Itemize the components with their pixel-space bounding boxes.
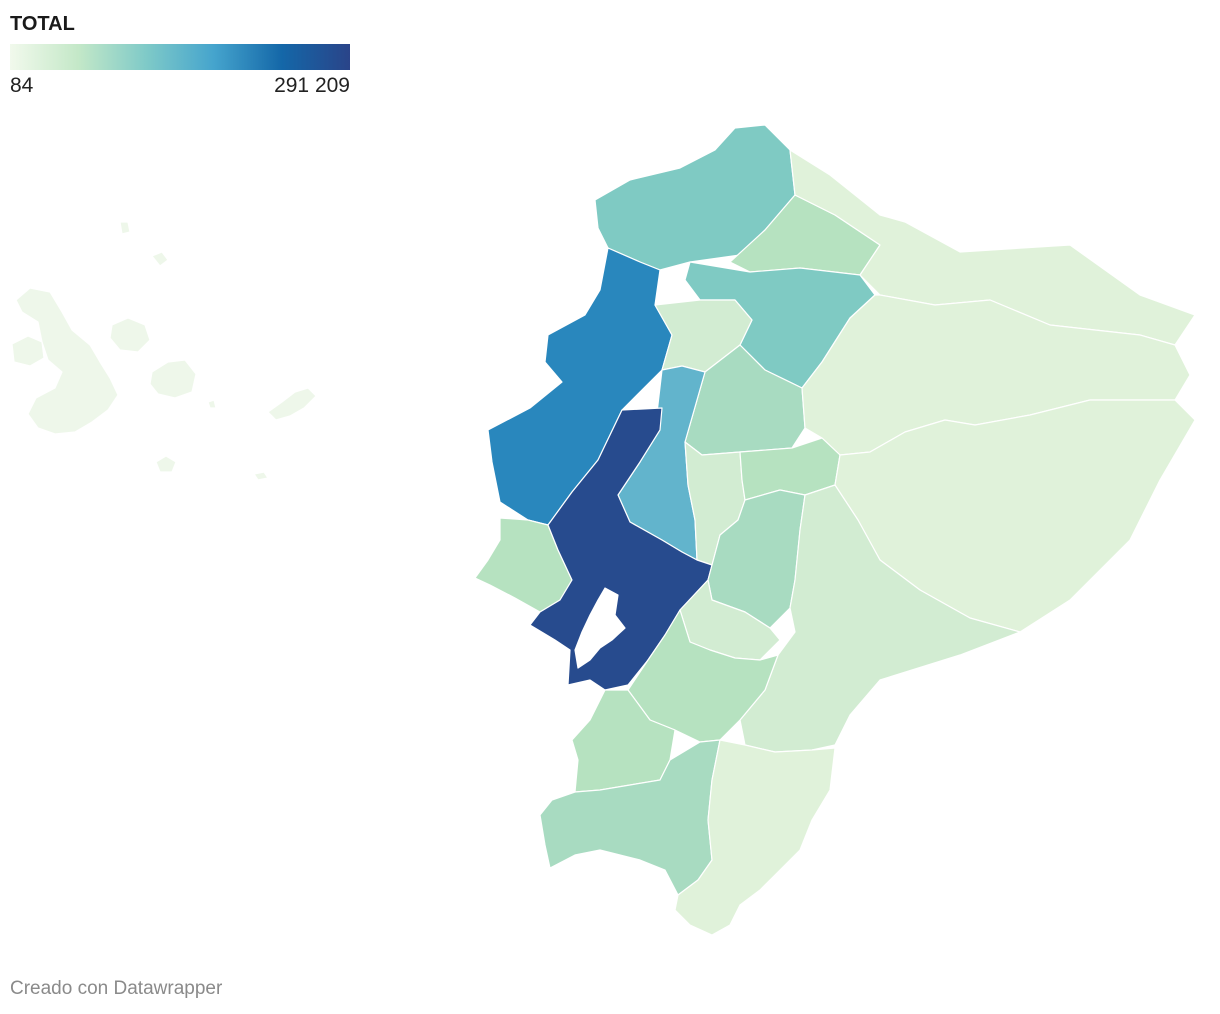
region-zamora-chinchipe[interactable]: [674, 739, 836, 936]
mainland-provinces[interactable]: [474, 124, 1196, 936]
region-morona-santiago[interactable]: [739, 484, 1021, 753]
region-galapagos-floreana[interactable]: [155, 455, 177, 473]
region-galapagos-santiago[interactable]: [109, 317, 151, 353]
attribution-credit: Creado con Datawrapper: [10, 978, 223, 999]
region-galapagos-genovesa[interactable]: [207, 399, 217, 409]
color-legend: TOTAL 84 291 209: [10, 10, 350, 100]
region-galapagos-fernandina[interactable]: [11, 335, 45, 367]
legend-title: TOTAL: [10, 13, 75, 35]
legend-gradient-bar: [10, 44, 350, 70]
region-galapagos-marchena[interactable]: [151, 251, 169, 267]
region-guayas-estuary: [574, 587, 626, 669]
galapagos-islands[interactable]: [11, 221, 317, 481]
region-galapagos-isabela[interactable]: [15, 287, 119, 435]
region-galapagos-espanola[interactable]: [253, 471, 269, 481]
region-galapagos-sancristobal[interactable]: [267, 387, 317, 421]
legend-labels: 84 291 209: [10, 74, 350, 100]
legend-max-label: 291 209: [274, 74, 350, 97]
region-galapagos-santacruz[interactable]: [149, 359, 197, 399]
region-canar[interactable]: [627, 609, 779, 743]
region-galapagos-pinta[interactable]: [119, 221, 131, 235]
legend-min-label: 84: [10, 74, 34, 97]
region-guayas[interactable]: [529, 407, 713, 691]
